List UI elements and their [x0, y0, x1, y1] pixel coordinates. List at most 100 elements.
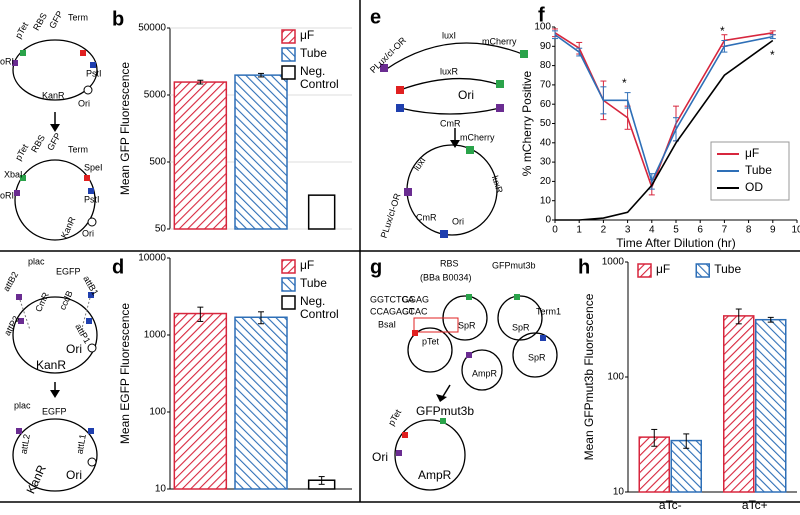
- y-tick-label: 50: [540, 118, 552, 129]
- legend-label: μF: [745, 146, 759, 160]
- label: PstI: [86, 68, 102, 78]
- label: KanR: [24, 462, 50, 495]
- y-tick-label: 1000: [144, 330, 167, 341]
- site: [12, 60, 18, 66]
- label: Ori: [82, 228, 94, 238]
- label: luxI: [411, 155, 427, 172]
- label: Ori: [66, 468, 82, 482]
- label: attL2: [18, 433, 31, 454]
- legend-swatch: [281, 277, 296, 292]
- legend-label: Tube: [300, 46, 327, 60]
- legend-line: Control: [300, 307, 339, 321]
- label: Term1: [536, 306, 561, 316]
- y-tick-label: 100: [534, 22, 551, 33]
- legend-label: Neg. Control: [300, 64, 339, 91]
- label: (BBa B0034): [420, 272, 472, 282]
- bar: [670, 439, 702, 493]
- x-tick-label: 1: [576, 225, 582, 236]
- highlight: [413, 317, 459, 333]
- site: [396, 104, 404, 112]
- site: [14, 190, 20, 196]
- site: [466, 352, 472, 358]
- label: plac: [14, 400, 31, 410]
- legend-label: μF: [300, 258, 314, 272]
- site: [520, 50, 528, 58]
- label: RBS: [29, 133, 47, 154]
- legend-swatch: [637, 263, 652, 278]
- annotation: *: [720, 24, 725, 38]
- arrowhead: [50, 124, 60, 132]
- label: CCAC: [402, 306, 428, 316]
- label: mCherry: [482, 36, 517, 46]
- y-tick-label: 50: [155, 224, 167, 235]
- y-tick-label: 30: [540, 157, 552, 168]
- x-tick-label: 6: [697, 225, 703, 236]
- site: [440, 418, 446, 424]
- legend-label: μF: [300, 28, 314, 42]
- bar: [307, 194, 336, 230]
- label: SpR: [512, 322, 530, 332]
- y-tick-label: 500: [149, 157, 166, 168]
- panel-letter: b: [112, 8, 124, 30]
- x-tick-label: 0: [552, 225, 558, 236]
- label: attB1: [81, 274, 100, 297]
- x-tick-label: 7: [722, 225, 728, 236]
- site: [88, 292, 94, 298]
- label: GFP: [45, 131, 63, 152]
- label: pTet: [386, 407, 403, 427]
- legend-label: Neg. Control: [300, 294, 339, 321]
- site: [514, 294, 520, 300]
- label: AmpR: [418, 468, 452, 482]
- site: [440, 230, 448, 238]
- label: RBS: [31, 11, 49, 32]
- panel-letter: f: [538, 4, 545, 26]
- label: GGAG: [402, 294, 429, 304]
- bar: [234, 74, 288, 230]
- bar: [173, 312, 228, 490]
- construct: [399, 107, 501, 115]
- y-tick-label: 90: [540, 41, 552, 52]
- y-tick-label: 20: [540, 176, 552, 187]
- label: GFPmut3b: [416, 404, 474, 418]
- site: [20, 175, 26, 181]
- legend-label: Tube: [714, 262, 741, 276]
- bar: [723, 315, 755, 493]
- label: CmR: [33, 290, 51, 313]
- y-tick-label: 40: [540, 137, 552, 148]
- label: pTet: [13, 142, 30, 162]
- y-tick-label: 1000: [602, 257, 625, 268]
- panel-letter: d: [112, 256, 124, 278]
- link: [19, 299, 31, 331]
- label: BsaI: [378, 319, 396, 329]
- site: [404, 188, 412, 196]
- site: [466, 294, 472, 300]
- construct: [399, 77, 501, 91]
- site: [396, 450, 402, 456]
- label: luxI: [442, 30, 456, 40]
- label: GFPmut3b: [492, 260, 536, 270]
- label: CmR: [416, 212, 437, 222]
- label: Ori: [66, 342, 82, 356]
- bar: [234, 316, 288, 490]
- y-tick-label: 5000: [144, 90, 167, 101]
- legend-line: Neg.: [300, 294, 329, 308]
- label: GGTCTCA: [370, 294, 414, 304]
- label: Ori: [458, 88, 474, 102]
- label: Ori: [372, 450, 388, 464]
- label: SpeI: [84, 162, 103, 172]
- ori: [83, 85, 93, 95]
- bar: [755, 318, 787, 493]
- label: oRI: [0, 190, 14, 200]
- site: [88, 188, 94, 194]
- label: luxR: [440, 66, 459, 76]
- site: [412, 330, 418, 336]
- site: [84, 175, 90, 181]
- x-tick-label: 8: [746, 225, 752, 236]
- site: [496, 80, 504, 88]
- label: GFP: [47, 9, 65, 30]
- label: pTet: [13, 20, 30, 40]
- y-axis-label: % mCherry Positive: [520, 70, 534, 176]
- y-tick-label: 50000: [138, 23, 166, 34]
- y-tick-label: 70: [540, 80, 552, 91]
- legend-label: Tube: [745, 163, 772, 177]
